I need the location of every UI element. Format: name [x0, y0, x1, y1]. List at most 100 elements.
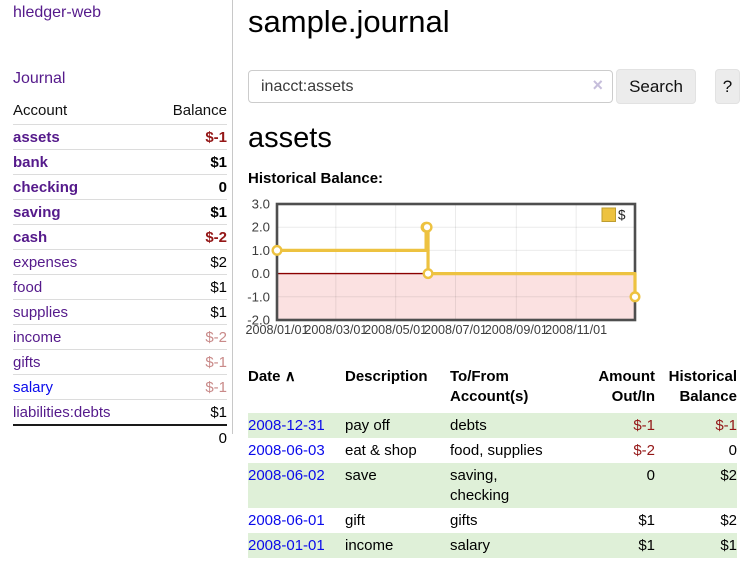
register-row: 2008-06-02 save saving, checking 0 $2 — [248, 463, 737, 508]
balance-chart: $3.0 2.0 1.0 0.0 -1.0 -2.0 2008/01/01 2008/03/0… — [245, 197, 742, 342]
register-balance: $2 — [720, 467, 737, 484]
data-point-marker[interactable] — [421, 221, 433, 233]
y-axis-label: 2.0 — [252, 220, 270, 235]
account-row: food $1 — [13, 274, 227, 300]
register-amount: $-2 — [633, 442, 655, 459]
account-row: cash $-2 — [13, 224, 227, 250]
register-balance: $1 — [720, 537, 737, 554]
account-row: bank $1 — [13, 149, 227, 175]
register-accounts: food, supplies — [450, 442, 543, 459]
account-balance: $-2 — [150, 324, 227, 350]
data-point-marker[interactable] — [271, 244, 283, 256]
help-button[interactable]: ? — [715, 69, 740, 104]
y-axis-label: 3.0 — [252, 197, 270, 212]
account-balance: $-1 — [150, 349, 227, 375]
register-amount: $1 — [638, 512, 655, 529]
sidebar-account-link-income[interactable]: income — [13, 329, 62, 346]
account-balance: $-2 — [150, 224, 227, 250]
account-row: saving $1 — [13, 199, 227, 225]
account-row: checking 0 — [13, 174, 227, 200]
legend-label: $ — [618, 208, 626, 223]
nav-journal-link[interactable]: Journal — [13, 70, 66, 87]
sidebar-account-link-bank[interactable]: bank — [13, 154, 49, 171]
sidebar-account-link-assets[interactable]: assets — [13, 129, 60, 146]
register-table: Date ∧ Description To/From Account(s) Am… — [248, 366, 737, 558]
register-accounts: salary — [450, 537, 491, 554]
account-balance: $2 — [150, 249, 227, 275]
search-input[interactable] — [248, 70, 613, 103]
sidebar-account-link-liabilities-debts[interactable]: liabilities:debts — [13, 404, 111, 421]
y-axis-label: -2.0 — [247, 313, 270, 328]
account-balance: $1 — [150, 274, 227, 300]
column-header-balance: Historical Balance — [668, 368, 737, 405]
account-row: liabilities:debts $1 — [13, 399, 227, 426]
sort-ascending-icon[interactable]: ∧ — [284, 368, 296, 385]
x-axis-label: 2008/07/01 — [424, 323, 487, 337]
x-axis-label: 2008/11/01 — [545, 323, 607, 337]
register-date-link[interactable]: 2008-12-31 — [248, 417, 325, 434]
account-balance: $-1 — [150, 124, 227, 150]
register-amount: $1 — [638, 537, 655, 554]
register-balance: 0 — [728, 442, 737, 459]
account-balance: 0 — [150, 174, 227, 200]
search-form: × Search ? — [248, 69, 742, 104]
search-button[interactable]: Search — [616, 69, 696, 104]
sidebar-account-link-supplies[interactable]: supplies — [13, 304, 69, 321]
data-point-marker[interactable] — [629, 291, 641, 303]
register-amount: $-1 — [633, 417, 655, 434]
column-header-accounts: To/From Account(s) — [450, 366, 595, 413]
register-description: eat & shop — [345, 442, 417, 459]
sidebar-account-link-saving[interactable]: saving — [13, 204, 61, 221]
column-header-amount: Amount Out/In — [598, 368, 655, 405]
sidebar-total-row: 0 — [13, 425, 227, 450]
clear-search-icon[interactable]: × — [592, 75, 603, 95]
sidebar-account-link-expenses[interactable]: expenses — [13, 254, 78, 271]
x-axis-label: 2008/01/01 — [245, 323, 308, 337]
account-heading: assets — [248, 122, 332, 154]
date-header-label: Date — [248, 368, 281, 385]
account-balance: $1 — [150, 399, 227, 426]
register-date-link[interactable]: 2008-06-01 — [248, 512, 325, 529]
accounts-header-label: To/From Account(s) — [450, 368, 529, 405]
chart-title: Historical Balance: — [248, 170, 384, 187]
sidebar-account-link-salary[interactable]: salary — [13, 379, 54, 396]
register-row: 2008-06-03 eat & shop food, supplies $-2 0 — [248, 438, 737, 463]
register-description: income — [345, 537, 394, 554]
register-date-link[interactable]: 2008-06-02 — [248, 467, 325, 484]
x-axis-label: 2008/03/01 — [304, 323, 367, 337]
y-axis-label: -1.0 — [247, 289, 270, 304]
column-header-description: Description — [345, 368, 428, 385]
account-row: income $-2 — [13, 324, 227, 350]
column-header-date[interactable]: Date ∧ — [248, 366, 345, 413]
sidebar: hledger-web Journal Account Balance asse… — [0, 0, 233, 447]
sidebar-account-link-food[interactable]: food — [13, 279, 43, 296]
data-point-marker[interactable] — [422, 268, 434, 280]
search-input-wrap: × — [248, 70, 613, 103]
register-row: 2008-06-01 gift gifts $1 $2 — [248, 508, 737, 533]
negative-region — [277, 273, 635, 320]
register-date-link[interactable]: 2008-06-03 — [248, 442, 325, 459]
sidebar-account-link-gifts[interactable]: gifts — [13, 354, 41, 371]
account-row: salary $-1 — [13, 374, 227, 400]
sidebar-total-balance: 0 — [218, 430, 227, 447]
accounts-table: Account Balance assets $-1 bank $1 checking 0… — [13, 100, 227, 450]
account-balance: $1 — [150, 299, 227, 325]
account-balance: $-1 — [150, 374, 227, 400]
register-date-link[interactable]: 2008-01-01 — [248, 537, 325, 554]
account-row: assets $-1 — [13, 124, 227, 150]
register-accounts: gifts — [450, 512, 478, 529]
register-row: 2008-01-01 income salary $1 $1 — [248, 533, 737, 558]
page-title: sample.journal — [248, 4, 450, 39]
sidebar-account-link-checking[interactable]: checking — [13, 179, 79, 196]
register-amount: 0 — [646, 467, 655, 484]
account-row: supplies $1 — [13, 299, 227, 325]
legend-swatch — [601, 207, 616, 222]
register-balance: $-1 — [715, 417, 737, 434]
plot-border — [275, 202, 637, 322]
sidebar-account-link-cash[interactable]: cash — [13, 229, 48, 246]
account-balance: $1 — [150, 199, 227, 225]
app-title-link[interactable]: hledger-web — [13, 4, 102, 21]
account-column-header: Account — [13, 100, 151, 125]
y-axis-label: 1.0 — [252, 243, 270, 258]
register-accounts: saving, checking — [450, 467, 510, 504]
